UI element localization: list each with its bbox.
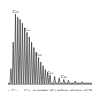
- svg-text:C₁₅: C₁₅: [24, 27, 30, 32]
- svg-text:C₂₀: C₂₀: [36, 52, 42, 57]
- svg-text:C₃₀: C₃₀: [61, 74, 67, 79]
- svg-text:C₂₅: C₂₅: [47, 70, 53, 75]
- svg-text:C₁₀: C₁₀: [13, 9, 19, 14]
- html-text:C₁₀, C₁₂ ... C₃₀: number of ca: C₁₀, C₁₂ ... C₃₀: number of carbon atoms…: [3, 88, 95, 98]
